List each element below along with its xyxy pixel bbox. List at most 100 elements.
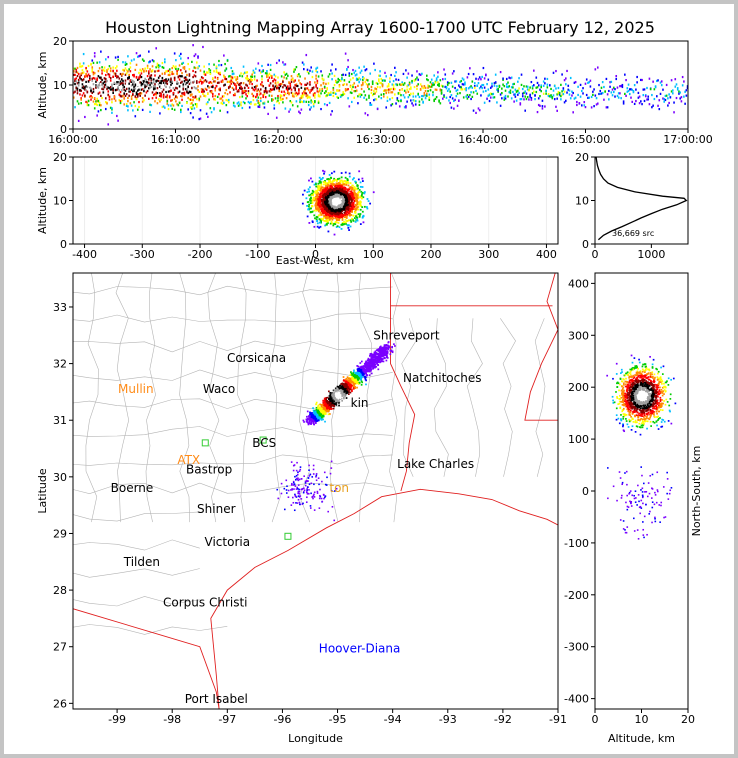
time-height-source-mark [263,91,266,94]
time-height-source-mark [149,86,151,89]
time-height-source-mark [235,86,237,89]
time-height-source-mark [315,77,317,80]
time-height-source-mark [674,85,677,88]
plan-source-mark [329,395,332,397]
plan-source-mark [376,360,379,362]
time-height-source-mark [370,88,373,92]
time-height-source-mark [291,104,294,107]
time-height-source-mark [675,83,678,86]
time-height-source-mark [191,98,193,102]
time-height-source-mark [150,79,153,82]
time-height-source-mark [366,113,369,117]
time-height-source-mark [77,102,80,105]
time-height-source-mark [85,66,87,70]
east-west-source-mark [339,210,341,213]
east-west-source-mark [321,194,324,197]
east-west-source-mark [350,199,353,202]
time-height-source-mark [305,83,308,86]
time-height-source-mark [577,93,579,97]
time-height-source-mark [304,89,306,92]
time-height-source-mark [317,95,320,98]
time-height-source-mark [140,72,143,75]
time-height-source-mark [234,76,236,79]
east-west-source-mark [329,190,332,193]
time-height-source-mark [625,94,627,97]
east-west-source-mark [323,192,326,195]
plan-source-mark [348,376,351,379]
time-height-source-mark [648,77,651,80]
east-west-source-mark [318,214,321,217]
time-height-source-mark [325,82,327,85]
east-west-source-mark [351,208,353,211]
time-height-source-mark [178,74,181,78]
time-height-source-mark [562,89,565,92]
time-height-source-mark [210,111,213,114]
time-height-source-mark [413,79,416,82]
east-west-source-mark [342,194,345,197]
plan-source-mark [341,386,344,389]
time-height-source-mark [146,89,149,93]
time-height-source-mark [357,102,359,105]
east-west-source-mark [344,196,346,199]
time-height-source-mark [152,81,155,84]
east-west-source-mark [343,209,346,212]
time-height-source-mark [672,92,674,95]
east-west-source-mark [331,192,334,195]
time-height-source-mark [285,97,288,100]
time-height-source-mark [348,74,351,77]
east-west-source-mark [342,181,344,184]
time-height-source-mark [80,78,82,81]
time-height-source-mark [223,54,225,57]
time-height-source-mark [501,91,503,95]
time-height-source-mark [342,73,344,76]
time-height-source-mark [669,96,672,99]
east-west-source-mark [319,225,322,228]
time-height-source-mark [148,81,150,84]
time-height-source-mark [660,84,663,87]
time-height-source-mark [374,68,376,72]
time-height-source-mark [258,93,261,96]
east-west-source-mark [354,194,357,196]
time-height-source-mark [251,92,253,95]
east-west-source-mark [361,206,364,209]
east-west-source-mark [332,192,335,195]
east-west-source-mark [352,220,355,222]
time-height-source-mark [248,106,251,109]
time-height-source-mark [315,67,317,70]
east-west-source-mark [317,200,319,203]
east-west-source-mark [336,225,339,228]
time-height-source-mark [312,102,315,106]
time-height-source-mark [145,69,148,73]
plan-source-mark [310,415,313,417]
time-height-source-mark [161,72,164,75]
time-height-source-mark [95,100,97,103]
east-west-source-mark [348,203,350,206]
time-height-source-mark [426,92,428,95]
time-height-source-mark [231,72,234,76]
time-height-source-mark [218,81,220,84]
time-height-source-mark [558,91,561,95]
time-height-source-mark [144,94,146,97]
time-height-source-mark [505,83,508,86]
time-height-source-mark [368,94,370,97]
east-west-source-mark [340,198,343,201]
east-west-source-mark [318,206,321,209]
time-height-source-mark [507,86,509,89]
east-west-source-mark [327,203,330,206]
plan-source-mark [372,358,375,361]
time-height-source-mark [106,85,108,88]
east-west-source-mark [344,201,347,204]
time-height-source-mark [154,83,156,86]
time-height-source-mark [406,76,408,79]
time-height-source-mark [85,89,87,92]
time-height-source-mark [483,86,486,89]
time-height-source-mark [250,77,252,80]
east-west-xtick-label: 100 [363,248,384,261]
time-height-source-mark [74,78,76,81]
time-height-source-mark [466,97,469,100]
time-height-source-mark [173,66,176,69]
time-height-source-mark [317,100,320,103]
east-west-source-mark [343,189,346,192]
time-height-source-mark [93,102,96,106]
time-height-source-mark [207,85,209,88]
